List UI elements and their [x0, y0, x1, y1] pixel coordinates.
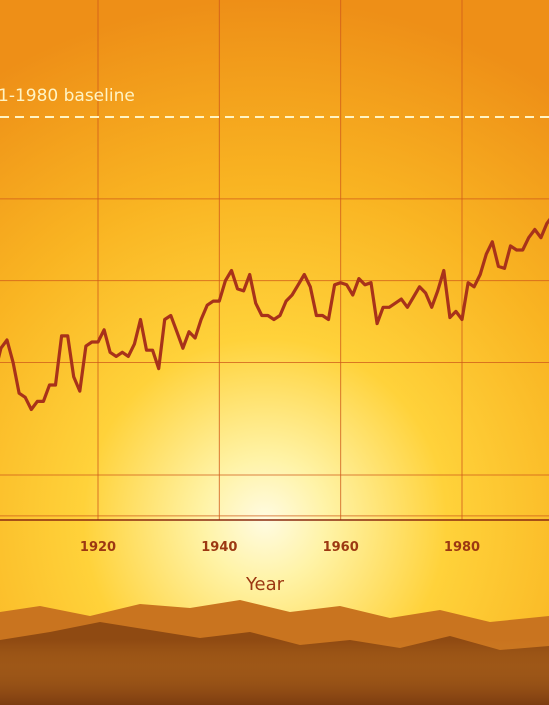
baseline-group: 1-1980 baseline: [0, 86, 549, 119]
x-tick-labels: 1920 1940 1960 1980: [80, 540, 480, 555]
x-tick-label-1960: 1960: [323, 540, 359, 555]
x-axis-label: Year: [245, 574, 285, 595]
series-line-temperature: [0, 217, 549, 412]
x-tick-label-1980: 1980: [444, 540, 480, 555]
baseline-label: 1-1980 baseline: [0, 86, 135, 106]
grid-lines: [0, 0, 549, 520]
ground-fade: [0, 640, 549, 705]
x-tick-label-1920: 1920: [80, 540, 116, 555]
x-tick-label-1940: 1940: [201, 540, 237, 555]
